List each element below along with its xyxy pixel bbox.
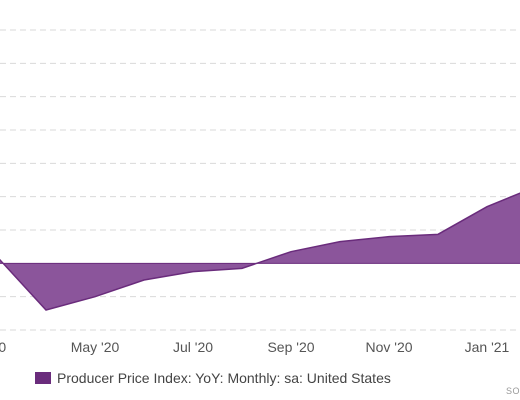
x-tick-label: Jul '20 (173, 339, 213, 355)
x-tick-label: May '20 (71, 339, 120, 355)
grid-lines (0, 29, 520, 331)
legend[interactable]: Producer Price Index: YoY: Monthly: sa: … (35, 370, 391, 386)
series-area-fill (0, 193, 520, 310)
x-tick-label: Jan '21 (465, 339, 510, 355)
series-line (0, 192, 520, 311)
source-label: SO (506, 386, 520, 396)
series-area (0, 192, 520, 311)
x-tick-label: Nov '20 (365, 339, 412, 355)
x-axis-ticks: '20 May '20 Jul '20 Sep '20 Nov '20 Jan '21 (0, 339, 510, 355)
x-tick-label: '20 (0, 339, 6, 355)
legend-label: Producer Price Index: YoY: Monthly: sa: … (57, 370, 391, 386)
x-tick-label: Sep '20 (267, 339, 314, 355)
legend-swatch (35, 372, 51, 384)
